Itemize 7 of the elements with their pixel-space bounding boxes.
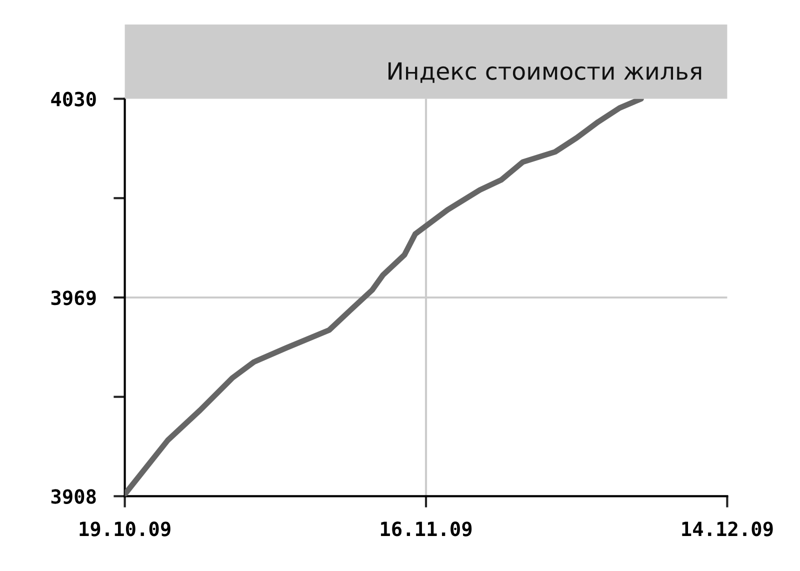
x-tick-label: 14.12.09 bbox=[682, 522, 773, 536]
x-tick-label: 19.10.09 bbox=[80, 522, 170, 536]
chart-title: Индекс стоимости жилья bbox=[388, 62, 702, 83]
y-tick-label: 3969 bbox=[51, 290, 96, 306]
x-tick-label: 16.11.09 bbox=[380, 522, 472, 536]
y-tick-label: 3908 bbox=[51, 489, 96, 504]
y-tick-label: 4030 bbox=[51, 92, 96, 106]
